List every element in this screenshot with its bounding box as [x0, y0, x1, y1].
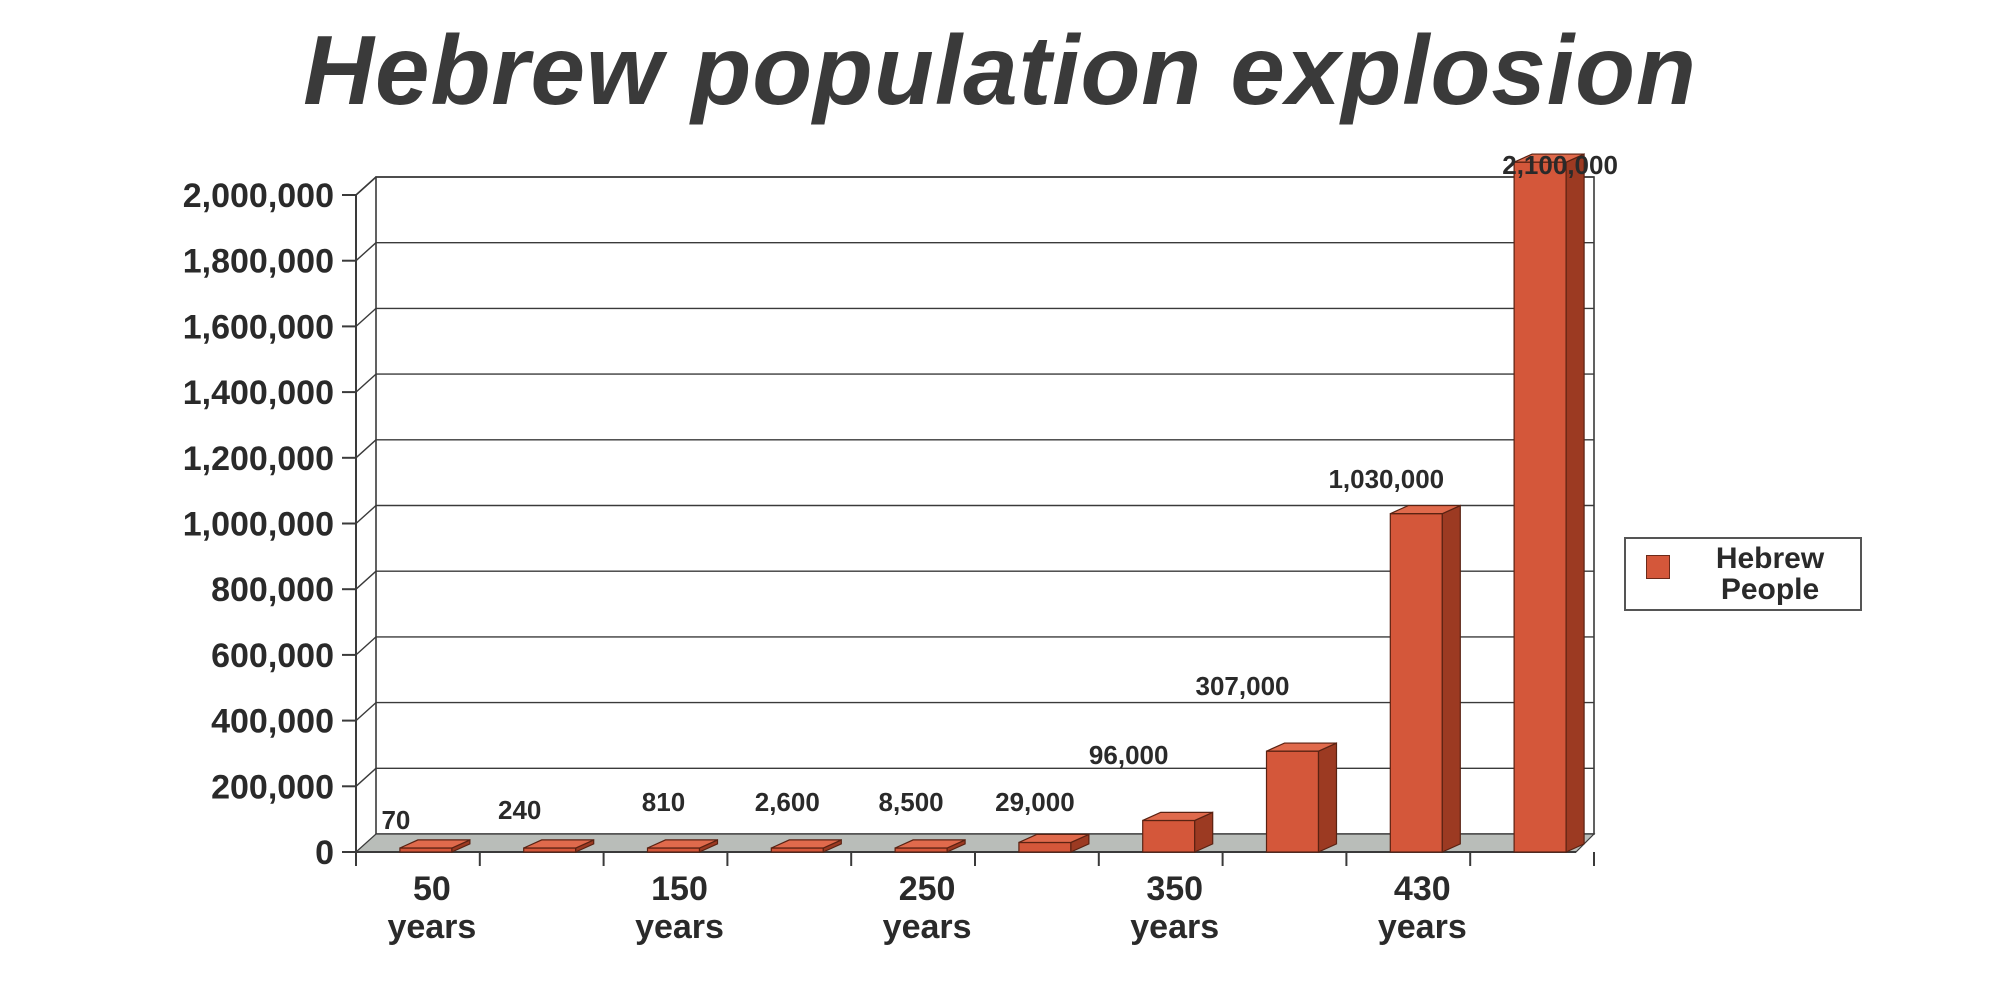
data-label: 810: [642, 787, 685, 817]
y-tick-label: 0: [315, 834, 334, 872]
data-label: 307,000: [1196, 671, 1290, 701]
bar: [1513, 161, 1567, 853]
x-tick-label: 250: [899, 870, 956, 908]
bar-top: [894, 839, 966, 849]
x-tick-label: 50: [413, 870, 451, 908]
bar: [1018, 841, 1072, 853]
bar: [1142, 819, 1196, 853]
x-tick-label: years: [883, 908, 972, 946]
x-tick-label: 430: [1394, 870, 1451, 908]
bar-top: [647, 839, 718, 849]
x-tick-label: years: [1130, 908, 1219, 946]
bars: [399, 153, 1585, 853]
gridline-side: [355, 636, 377, 656]
y-tick-label: 1,400,000: [183, 374, 334, 412]
legend: Hebrew People: [1624, 537, 1862, 611]
gridline-side: [355, 570, 377, 590]
data-label: 29,000: [995, 787, 1075, 817]
gridline-side: [355, 702, 377, 722]
bar-side: [1565, 153, 1585, 853]
data-label: 2,100,000: [1502, 150, 1618, 180]
data-label: 8,500: [879, 787, 944, 817]
bar-top: [1390, 504, 1461, 515]
y-tick-label: 200,000: [211, 768, 334, 806]
bar-top: [1142, 811, 1213, 822]
data-label: 70: [381, 805, 410, 835]
bar: [1265, 750, 1320, 853]
x-tick-label: 350: [1146, 870, 1203, 908]
bar-top: [1266, 742, 1337, 752]
y-tick-label: 1,600,000: [183, 308, 334, 346]
gridline-side: [355, 307, 377, 327]
bar-top: [771, 839, 842, 849]
y-tick-label: 400,000: [211, 703, 334, 741]
data-label: 96,000: [1089, 740, 1169, 770]
bar-top: [1018, 833, 1090, 844]
legend-label: Hebrew People: [1680, 543, 1860, 605]
x-tick-label: years: [635, 908, 724, 946]
data-labels: 70 240 810 2,600 8,500 29,000 96,000 307,000 1,0…: [381, 150, 1617, 835]
data-label: 1,030,000: [1328, 464, 1444, 494]
y-tick-label: 1,000,000: [183, 506, 334, 544]
y-axis-top-edge: [355, 176, 377, 196]
gridline-side: [355, 504, 377, 525]
bar: [1389, 513, 1443, 853]
data-label: 240: [498, 795, 541, 825]
gridline-side: [355, 242, 377, 262]
x-tick-label: years: [387, 908, 476, 946]
data-label: 2,600: [755, 787, 820, 817]
y-axis-ticks: 0 200,000 400,000 600,000 800,000 1,000,000 1,…: [183, 177, 334, 872]
legend-label-line1: Hebrew: [1715, 542, 1825, 575]
x-tick-label: 150: [651, 870, 708, 908]
y-tick-label: 600,000: [211, 637, 334, 675]
bar-side: [1317, 742, 1338, 853]
y-tick-label: 1,800,000: [183, 243, 334, 281]
legend-swatch: [1646, 555, 1670, 579]
bar-top: [1513, 153, 1585, 163]
bar-side: [1441, 504, 1461, 853]
y-tick-label: 800,000: [211, 571, 334, 609]
gridline-side: [355, 767, 377, 787]
bar-top: [523, 839, 594, 849]
x-tick-label: years: [1378, 908, 1467, 946]
y-tick-label: 2,000,000: [183, 177, 334, 215]
legend-label-line2: People: [1720, 573, 1820, 606]
chart-title: Hebrew population explosion: [303, 15, 1697, 125]
gridline-side: [355, 373, 377, 393]
y-tick-label: 1,200,000: [183, 440, 334, 478]
bar-top: [399, 839, 471, 849]
gridline-side: [355, 439, 377, 459]
